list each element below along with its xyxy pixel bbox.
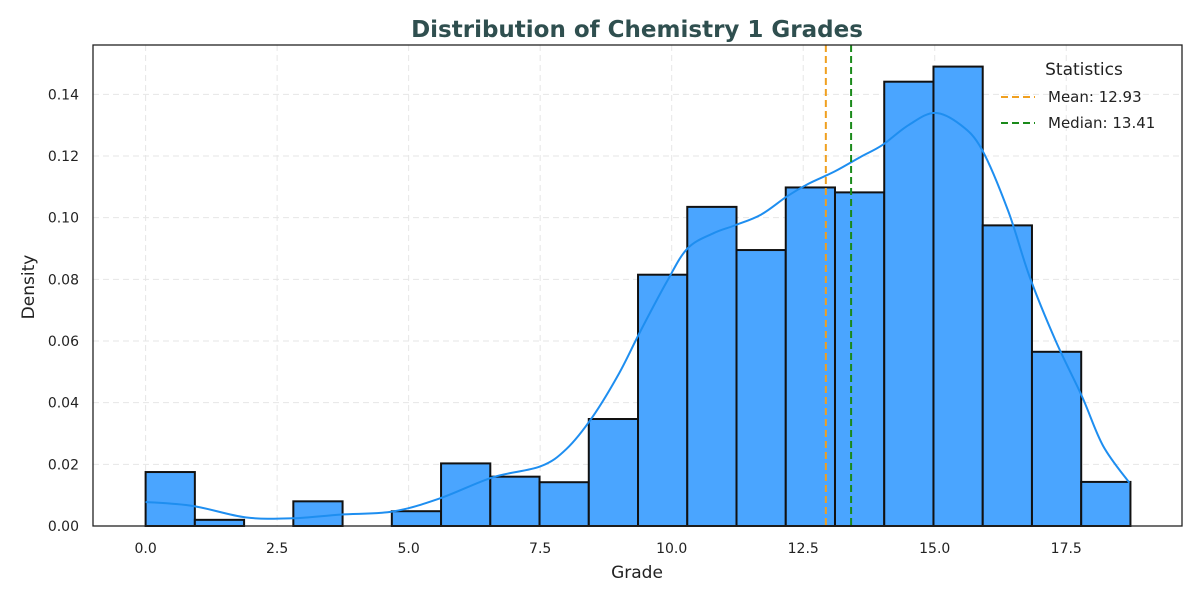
y-axis-ticks: 0.00 0.02 0.04 0.06 0.08 0.10 0.12 0.14 xyxy=(48,87,79,535)
legend-entry-label: Mean: 12.93 xyxy=(1048,88,1142,106)
y-tick-label: 0.12 xyxy=(48,149,79,165)
reference-lines xyxy=(824,45,853,526)
y-tick-label: 0.10 xyxy=(48,211,79,227)
histogram-bar xyxy=(784,186,836,527)
x-axis-label: Grade xyxy=(611,563,663,583)
histogram-bar xyxy=(390,510,443,528)
histogram-bar xyxy=(686,205,738,527)
histogram-bar xyxy=(587,418,640,527)
y-tick-label: 0.00 xyxy=(48,519,79,535)
x-tick-label: 7.5 xyxy=(529,541,551,557)
chart-title: Distribution of Chemistry 1 Grades xyxy=(411,17,863,43)
y-tick-label: 0.08 xyxy=(48,272,79,288)
histogram-bar xyxy=(144,471,196,527)
legend-entry-label: Median: 13.41 xyxy=(1048,114,1155,132)
histogram-bar xyxy=(883,80,935,527)
histogram-bar xyxy=(833,191,886,527)
x-tick-label: 15.0 xyxy=(919,541,950,557)
histogram-bar xyxy=(735,249,787,528)
histogram-bar xyxy=(637,273,689,528)
histogram-bar xyxy=(193,518,246,527)
histogram-bar xyxy=(1080,480,1132,527)
kde-curve xyxy=(145,111,1131,520)
x-tick-label: 17.5 xyxy=(1051,541,1082,557)
x-axis-ticks: 0.0 2.5 5.0 7.5 10.0 12.5 15.0 17.5 xyxy=(134,541,1081,557)
x-tick-label: 10.0 xyxy=(656,541,687,557)
y-tick-label: 0.06 xyxy=(48,334,79,350)
x-tick-label: 5.0 xyxy=(398,541,420,557)
x-tick-label: 0.0 xyxy=(134,541,156,557)
histogram-bars xyxy=(144,65,1132,528)
plot-frame xyxy=(92,44,1183,527)
legend-items: Mean: 12.93 Median: 13.41 xyxy=(1001,88,1155,132)
histogram-bar xyxy=(538,481,590,528)
legend-title: Statistics xyxy=(1045,60,1123,80)
x-tick-label: 2.5 xyxy=(266,541,288,557)
histogram-bar xyxy=(932,65,984,527)
histogram-bar xyxy=(489,475,541,527)
histogram-bar xyxy=(292,500,344,528)
y-tick-label: 0.14 xyxy=(48,87,79,103)
legend: Statistics Mean: 12.93 Median: 13.41 xyxy=(1001,60,1155,132)
y-tick-label: 0.02 xyxy=(48,457,79,473)
histogram-bar xyxy=(981,224,1033,527)
y-tick-label: 0.04 xyxy=(48,396,79,412)
x-tick-label: 12.5 xyxy=(788,541,819,557)
y-axis-label: Density xyxy=(19,255,39,320)
